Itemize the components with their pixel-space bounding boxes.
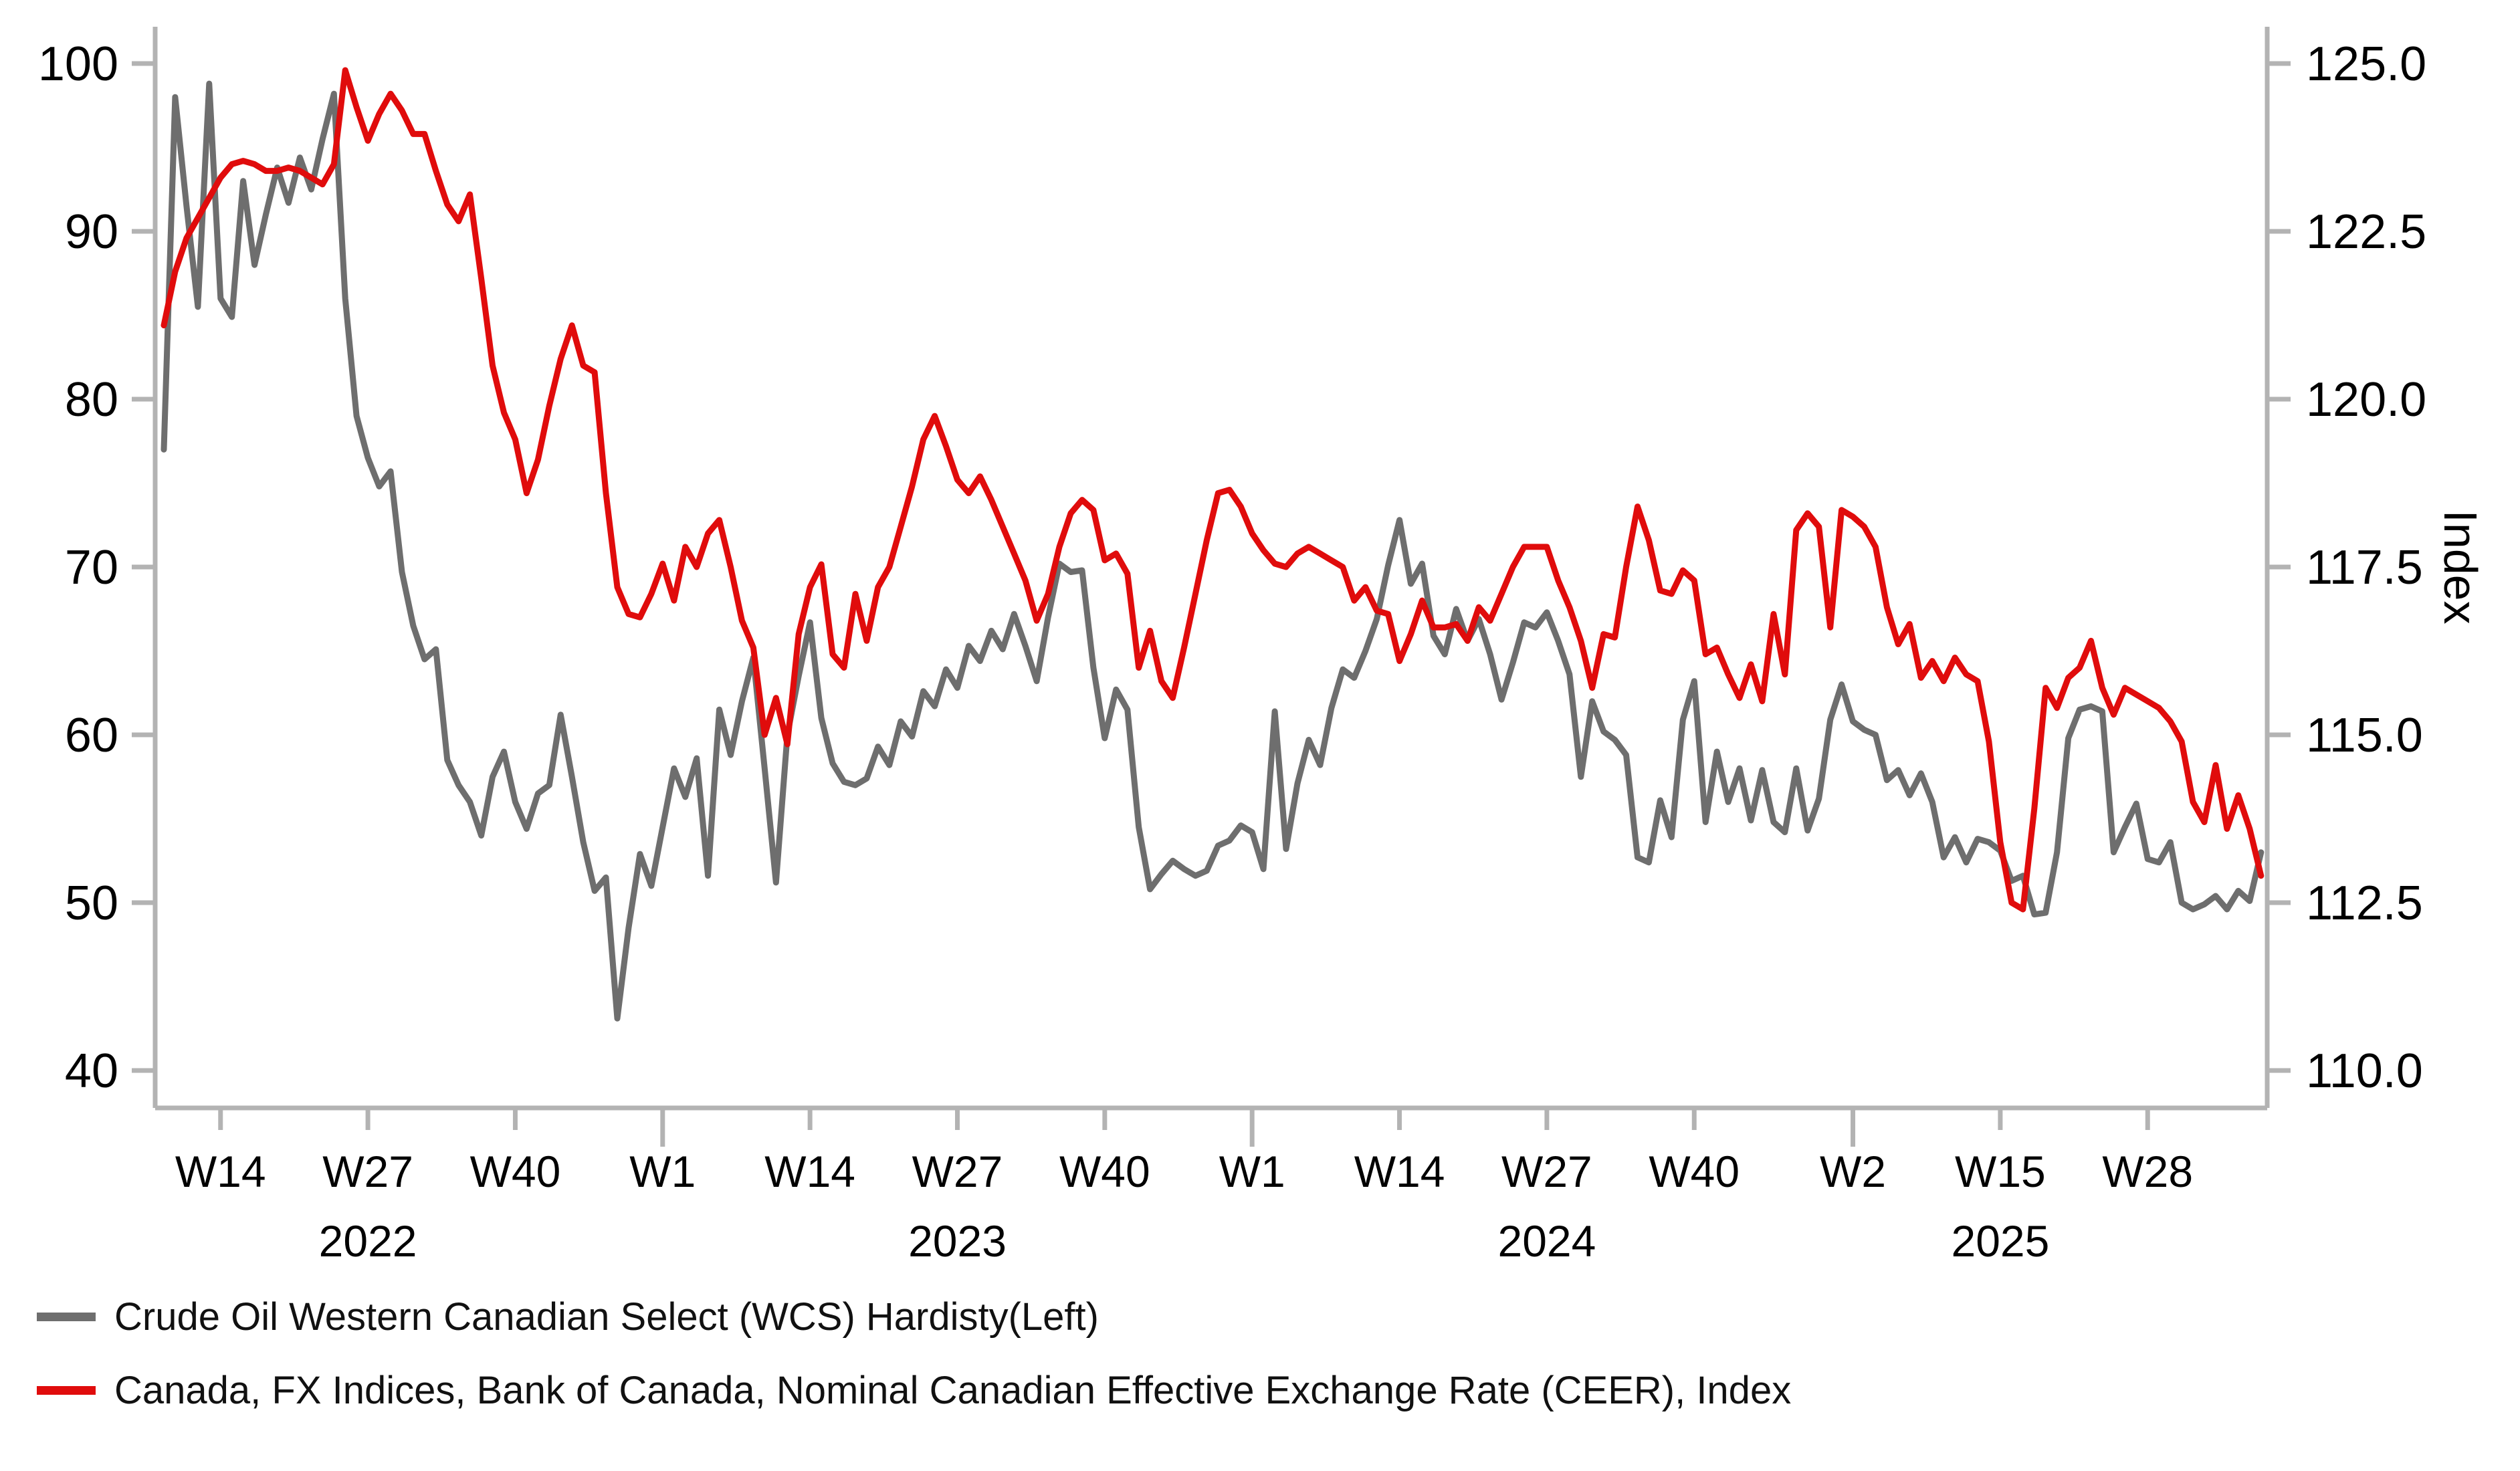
x-tick-label: W27 [322,1147,413,1196]
x-tick-label: W14 [1354,1147,1445,1196]
year-label: 2024 [1497,1216,1596,1266]
wcs-line-swatch [37,1313,96,1322]
left-tick-label: 70 [65,541,118,594]
year-label: 2023 [908,1216,1007,1266]
x-tick-label: W28 [2102,1147,2193,1196]
left-tick-label: 90 [65,205,118,259]
x-tick-label: W27 [912,1147,1003,1196]
x-tick-label: W1 [1219,1147,1285,1196]
series-lines [161,67,2265,1022]
left-tick-label: 100 [38,37,118,91]
axis-ticks [132,61,2291,1147]
right-tick-label: 122.5 [2306,205,2426,259]
left-tick-label: 50 [65,877,118,930]
x-tick-label: W14 [175,1147,266,1196]
x-tick-label: W15 [1955,1147,2046,1196]
wcs-series-line [161,80,2265,1022]
x-tick-label: W40 [1649,1147,1740,1196]
legend: Crude Oil Western Canadian Select (WCS) … [37,1296,1791,1443]
x-tick-label: W40 [1059,1147,1150,1196]
left-tick-label: 60 [65,709,118,762]
year-label: 2022 [319,1216,417,1266]
right-axis-title: Index [2434,510,2487,624]
legend-label-wcs: Crude Oil Western Canadian Select (WCS) … [114,1295,1099,1339]
left-tick-label: 80 [65,373,118,427]
x-tick-label: W27 [1501,1147,1592,1196]
right-tick-label: 112.5 [2306,877,2423,930]
left-tick-label: 40 [65,1044,118,1098]
x-tick-label: W14 [764,1147,855,1196]
year-label: 2025 [1951,1216,2049,1266]
right-tick-label: 125.0 [2306,37,2426,91]
ceer-line-swatch [37,1386,96,1395]
legend-item-ceer: Canada, FX Indices, Bank of Canada, Nomi… [37,1369,1791,1412]
ceer-series-line [161,67,2265,913]
right-tick-label: 120.0 [2306,373,2426,427]
axes [152,27,2270,1111]
right-tick-label: 115.0 [2306,709,2423,762]
legend-label-ceer: Canada, FX Indices, Bank of Canada, Nomi… [114,1368,1792,1412]
right-tick-label: 110.0 [2306,1044,2423,1098]
legend-item-wcs: Crude Oil Western Canadian Select (WCS) … [37,1296,1791,1339]
x-tick-label: W1 [629,1147,696,1196]
x-tick-label: W2 [1820,1147,1886,1196]
right-tick-label: 117.5 [2306,541,2423,594]
axis-tick-labels: 100 90 80 70 60 50 40 125.0 122.5 120.0 117.5 115.0… [38,37,2426,1266]
x-tick-label: W40 [470,1147,561,1196]
